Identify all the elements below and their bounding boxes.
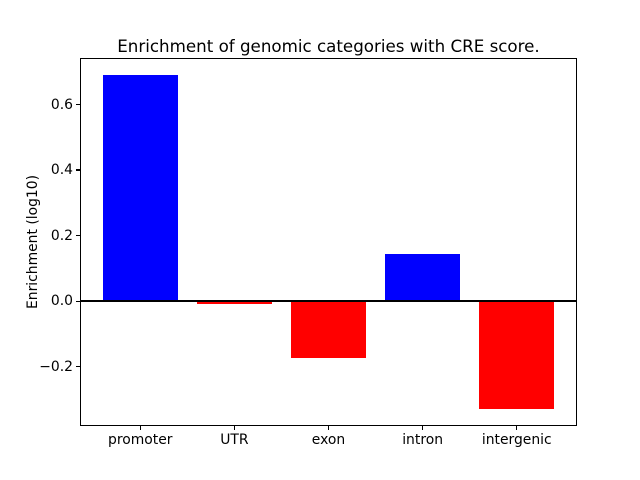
y-tick-label-0.2: 0.2 xyxy=(50,227,73,244)
x-tick-intron xyxy=(422,426,424,430)
y-tick-0.0 xyxy=(76,300,80,302)
y-tick-label-0.4: 0.4 xyxy=(50,162,73,179)
bar-exon xyxy=(290,301,367,359)
bar-intron xyxy=(384,253,461,302)
x-tick-label-UTR: UTR xyxy=(220,432,249,448)
y-tick-0.2 xyxy=(76,235,80,237)
x-tick-label-intergenic: intergenic xyxy=(481,432,552,448)
chart-title: Enrichment of genomic categories with CR… xyxy=(117,36,540,56)
x-tick-UTR xyxy=(233,426,235,430)
bar-intergenic xyxy=(479,301,555,410)
x-tick-label-promoter: promoter xyxy=(108,432,173,448)
y-tick-label-−0.2: −0.2 xyxy=(39,358,73,375)
bar-UTR xyxy=(196,301,273,305)
y-tick-0.6 xyxy=(76,103,80,106)
y-tick-label-0.0: 0.0 xyxy=(50,293,73,310)
x-tick-promoter xyxy=(139,426,141,430)
x-tick-label-exon: exon xyxy=(311,432,346,448)
bar-promoter xyxy=(102,75,178,302)
zero-line xyxy=(80,300,577,303)
x-tick-intergenic xyxy=(516,426,518,430)
y-tick-0.4 xyxy=(76,169,80,171)
y-tick-label-0.6: 0.6 xyxy=(50,96,73,113)
x-tick-exon xyxy=(327,426,330,430)
y-tick-−0.2 xyxy=(76,366,80,368)
x-tick-label-intron: intron xyxy=(402,432,444,448)
